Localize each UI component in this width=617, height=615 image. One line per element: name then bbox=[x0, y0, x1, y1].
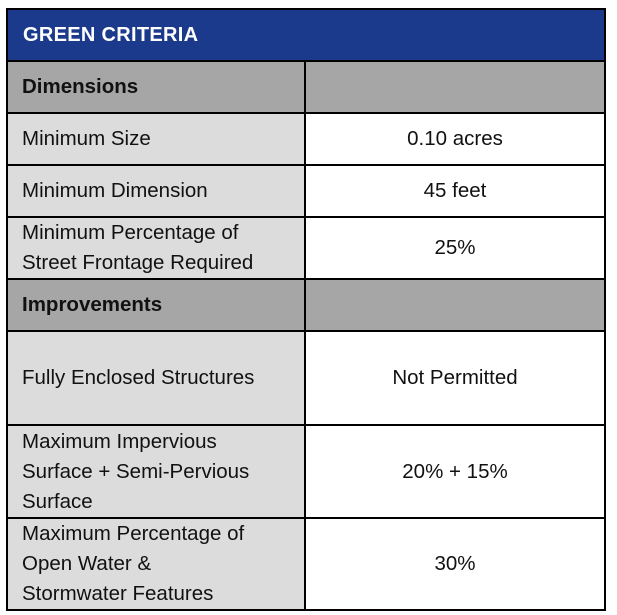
criterion-label-line: Surface + Semi-Pervious bbox=[22, 459, 250, 483]
criterion-value: 45 feet bbox=[306, 166, 604, 216]
criterion-label: Maximum Impervious Surface + Semi-Pervio… bbox=[8, 426, 306, 517]
table-row: Maximum Impervious Surface + Semi-Pervio… bbox=[8, 424, 604, 517]
criterion-value: 25% bbox=[306, 218, 604, 278]
criterion-label: Minimum Dimension bbox=[8, 166, 306, 216]
section-blank-cell bbox=[306, 62, 604, 112]
table-row: Fully Enclosed Structures Not Permitted bbox=[8, 330, 604, 424]
section-label: Dimensions bbox=[8, 62, 306, 112]
section-row-dimensions: Dimensions bbox=[8, 60, 604, 112]
table-title-row: GREEN CRITERIA bbox=[8, 10, 604, 60]
criterion-label-line: Stormwater Features bbox=[22, 582, 214, 605]
criterion-value: Not Permitted bbox=[306, 332, 604, 424]
criterion-label-line: Street Frontage Required bbox=[22, 251, 254, 274]
table-row: Minimum Size 0.10 acres bbox=[8, 112, 604, 164]
criterion-label: Minimum Percentage of Street Frontage Re… bbox=[8, 218, 306, 278]
table-title: GREEN CRITERIA bbox=[23, 23, 199, 46]
criterion-label-line: Maximum Percentage of bbox=[22, 522, 245, 545]
criterion-value: 20% + 15% bbox=[306, 426, 604, 517]
criterion-value: 0.10 acres bbox=[306, 114, 604, 164]
section-label: Improvements bbox=[8, 280, 306, 330]
criterion-label-line: Open Water & bbox=[22, 552, 152, 575]
criterion-label: Maximum Percentage of Open Water & Storm… bbox=[8, 519, 306, 609]
section-blank-cell bbox=[306, 280, 604, 330]
criterion-label: Minimum Size bbox=[8, 114, 306, 164]
criterion-label: Fully Enclosed Structures bbox=[8, 332, 306, 424]
table-row: Minimum Percentage of Street Frontage Re… bbox=[8, 216, 604, 278]
criterion-label-line: Surface bbox=[22, 489, 93, 513]
section-row-improvements: Improvements bbox=[8, 278, 604, 330]
criterion-label-line: Minimum Percentage of bbox=[22, 221, 239, 244]
criterion-label-line: Maximum Impervious bbox=[22, 429, 217, 453]
green-criteria-table: GREEN CRITERIA Dimensions Minimum Size 0… bbox=[6, 8, 606, 611]
table-row: Minimum Dimension 45 feet bbox=[8, 164, 604, 216]
table-row: Maximum Percentage of Open Water & Storm… bbox=[8, 517, 604, 609]
criterion-value: 30% bbox=[306, 519, 604, 609]
